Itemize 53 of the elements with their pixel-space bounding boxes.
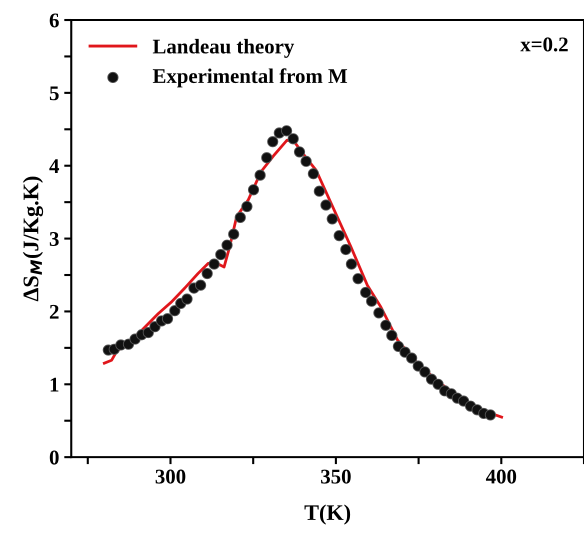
point bbox=[228, 228, 240, 240]
point bbox=[432, 378, 444, 390]
x-tick-label: 350 bbox=[321, 470, 351, 484]
point bbox=[221, 240, 233, 251]
point bbox=[215, 249, 226, 260]
point bbox=[294, 146, 306, 158]
point bbox=[360, 286, 372, 298]
point bbox=[334, 230, 345, 242]
y-tick-label: 5 bbox=[50, 86, 59, 100]
point bbox=[320, 200, 332, 211]
y-tick-label: 4 bbox=[49, 159, 60, 173]
point bbox=[241, 200, 252, 212]
y-tick-label: 3 bbox=[50, 232, 59, 246]
point bbox=[373, 307, 384, 318]
y-axis-title: ΔS$_{M}$(J/Kg.K) bbox=[22, 176, 44, 302]
point bbox=[346, 258, 358, 270]
point bbox=[254, 170, 266, 181]
point bbox=[288, 133, 299, 144]
y-tick-label: 6 bbox=[50, 13, 59, 28]
point bbox=[162, 313, 174, 324]
point bbox=[281, 125, 292, 136]
point bbox=[261, 152, 272, 164]
point bbox=[248, 184, 260, 196]
point bbox=[419, 366, 430, 378]
point bbox=[326, 213, 338, 224]
point bbox=[181, 293, 193, 305]
point bbox=[314, 186, 325, 197]
point bbox=[169, 305, 180, 316]
x-axis-title: T(K) bbox=[304, 504, 350, 525]
point bbox=[202, 268, 213, 280]
point bbox=[484, 409, 496, 420]
point bbox=[399, 346, 411, 358]
point bbox=[380, 320, 392, 331]
point bbox=[149, 321, 161, 332]
point bbox=[195, 280, 206, 291]
y-tick-label: 1 bbox=[50, 378, 58, 392]
point bbox=[234, 212, 246, 224]
point bbox=[352, 273, 364, 284]
point bbox=[308, 168, 319, 180]
point bbox=[366, 296, 378, 307]
point bbox=[406, 352, 418, 364]
point bbox=[300, 156, 312, 167]
legend-label: Landeau theory bbox=[152, 38, 294, 58]
point bbox=[340, 244, 352, 256]
legend-label: Experimental from M bbox=[152, 68, 348, 88]
y-tick-label: 0 bbox=[50, 450, 59, 465]
x-tick-label: 300 bbox=[156, 470, 186, 484]
y-tick-label: 2 bbox=[50, 304, 59, 319]
x-tick-label: 400 bbox=[486, 470, 516, 484]
point bbox=[267, 136, 278, 148]
annotation: x=0.2 bbox=[520, 37, 568, 52]
point bbox=[386, 330, 398, 342]
point bbox=[208, 258, 220, 270]
